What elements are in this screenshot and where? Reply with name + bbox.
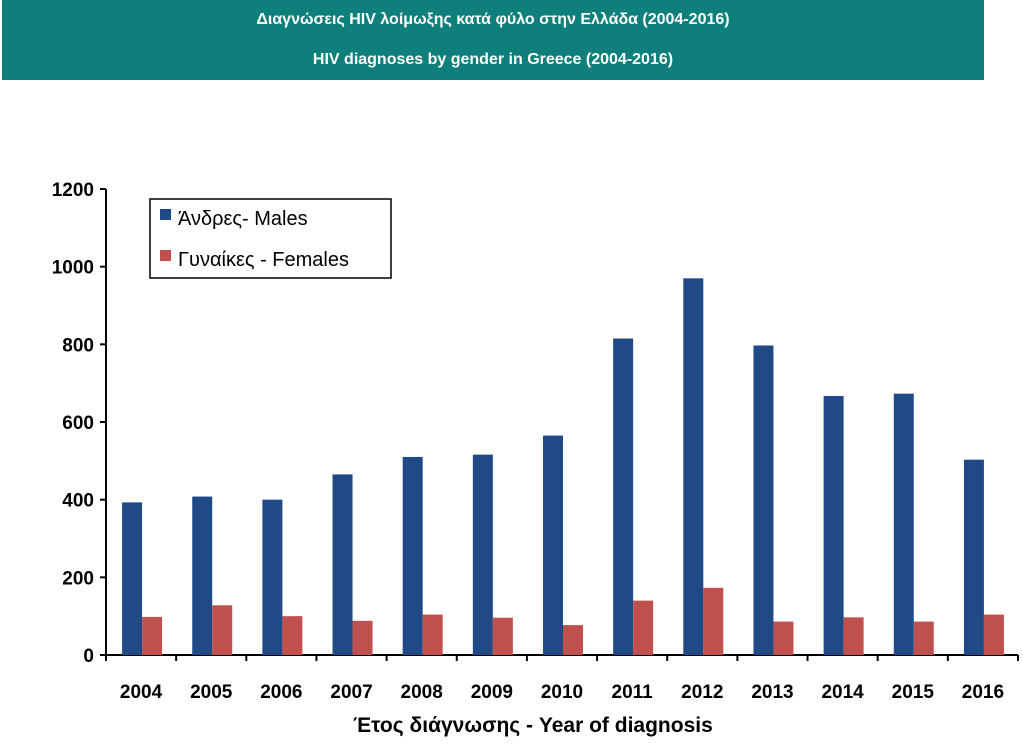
x-tick-label: 2010 — [541, 682, 583, 703]
bar-females-2014 — [843, 617, 864, 655]
x-axis-title: Έτος διάγνωσης - Year of diagnosis — [353, 714, 713, 737]
bar-males-2014 — [823, 395, 844, 655]
bar-males-2012 — [683, 278, 704, 655]
bar-females-2016 — [983, 614, 1004, 655]
x-tick-label: 2007 — [330, 682, 372, 703]
x-tick-label: 2008 — [401, 682, 443, 703]
y-tick-label: 800 — [62, 335, 94, 356]
bar-females-2013 — [773, 621, 794, 655]
title-greek: Διαγνώσεις HIV λοίμωξης κατά φύλο στην Ε… — [256, 11, 730, 28]
bar-females-2007 — [352, 620, 373, 655]
x-tick-label: 2014 — [821, 682, 864, 703]
x-tick-label: 2015 — [892, 682, 935, 703]
bar-males-2015 — [893, 393, 914, 655]
bar-females-2009 — [492, 617, 513, 655]
x-tick-label: 2004 — [120, 682, 163, 703]
bar-females-2005 — [212, 605, 233, 655]
bar-females-2012 — [703, 587, 724, 655]
bar-males-2004 — [122, 502, 143, 655]
x-tick-label: 2009 — [471, 682, 513, 703]
x-tick-label: 2013 — [751, 682, 793, 703]
bar-males-2005 — [192, 496, 213, 655]
x-tick-label: 2011 — [612, 682, 654, 703]
y-tick-label: 1000 — [52, 258, 94, 279]
bar-females-2015 — [913, 621, 934, 655]
bar-males-2010 — [543, 435, 563, 655]
legend-label-males: Άνδρες- Males — [178, 208, 308, 230]
bar-females-2010 — [563, 625, 583, 655]
title-banner: Διαγνώσεις HIV λοίμωξης κατά φύλο στην Ε… — [2, 0, 984, 80]
x-tick-label: 2012 — [681, 682, 723, 703]
y-tick-label: 600 — [62, 413, 94, 434]
legend-box — [149, 198, 392, 279]
bar-females-2004 — [142, 616, 163, 655]
legend-swatch-females — [160, 250, 171, 261]
title-english: HIV diagnoses by gender in Greece (2004-… — [312, 51, 674, 68]
bar-males-2006 — [262, 499, 283, 655]
bar-males-2011 — [613, 338, 634, 655]
bar-males-2009 — [472, 454, 493, 655]
x-tick-label: 2016 — [962, 682, 1004, 703]
legend-label-females: Γυναίκες - Females — [178, 249, 349, 271]
x-tick-label: 2006 — [260, 682, 302, 703]
bar-males-2008 — [402, 456, 423, 655]
legend-swatch-males — [160, 209, 171, 220]
bar-males-2016 — [963, 459, 984, 655]
bar-females-2006 — [282, 616, 303, 655]
x-tick-label: 2005 — [190, 682, 233, 703]
bar-females-2011 — [633, 600, 654, 655]
y-tick-label: 1200 — [52, 180, 94, 201]
y-tick-label: 200 — [62, 568, 94, 589]
y-tick-label: 0 — [83, 646, 94, 667]
bar-males-2007 — [332, 474, 353, 655]
bar-females-2008 — [422, 614, 443, 655]
y-tick-label: 400 — [62, 491, 94, 512]
bar-males-2013 — [753, 345, 774, 655]
